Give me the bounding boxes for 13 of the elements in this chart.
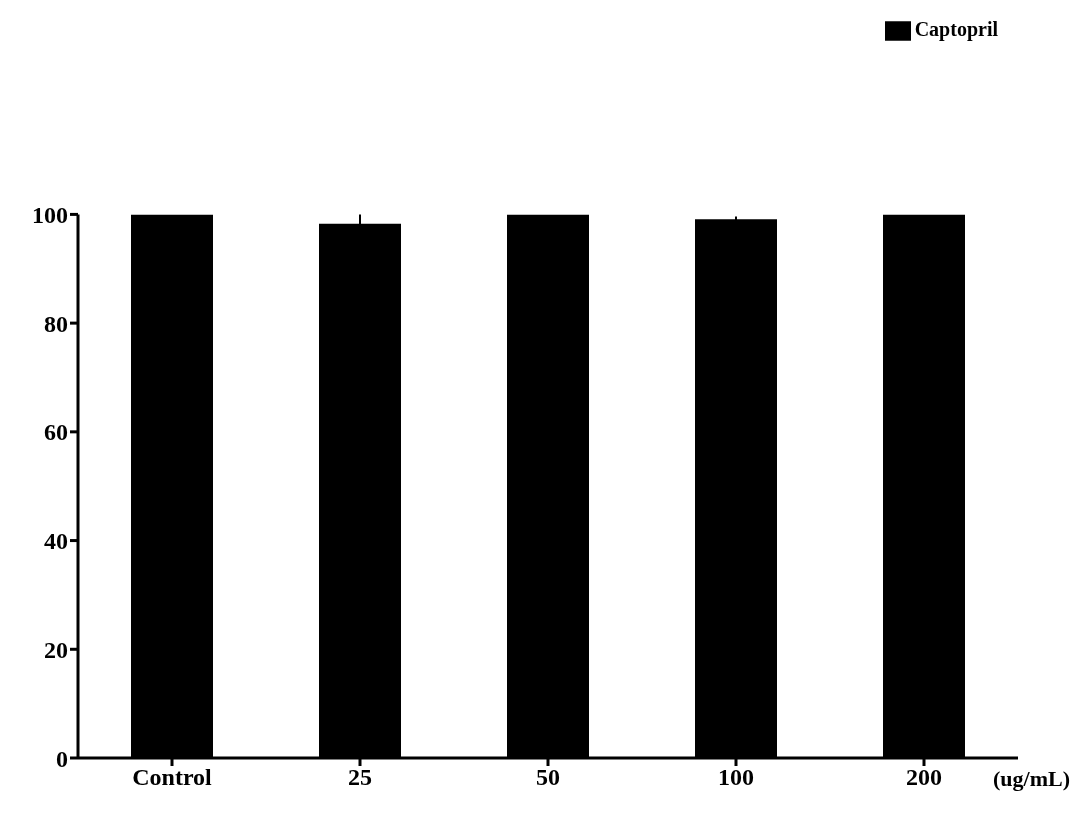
y-tick-label: 100 [32,201,68,228]
x-tick-label: 25 [348,764,372,791]
y-tick-label: 80 [44,310,68,337]
x-tick-label: 50 [536,764,560,791]
y-tick-label: 20 [44,636,68,663]
x-tick-label: Control [132,764,213,791]
x-axis-title: (ug/mL) [993,766,1070,792]
x-tick-label: 200 [906,764,942,791]
y-tick-label: 40 [44,528,68,555]
x-tick-label: 100 [718,764,754,791]
y-tick-label: 60 [44,419,68,446]
y-tick-label: 0 [56,745,68,772]
legend-label: Captopril [914,18,998,40]
